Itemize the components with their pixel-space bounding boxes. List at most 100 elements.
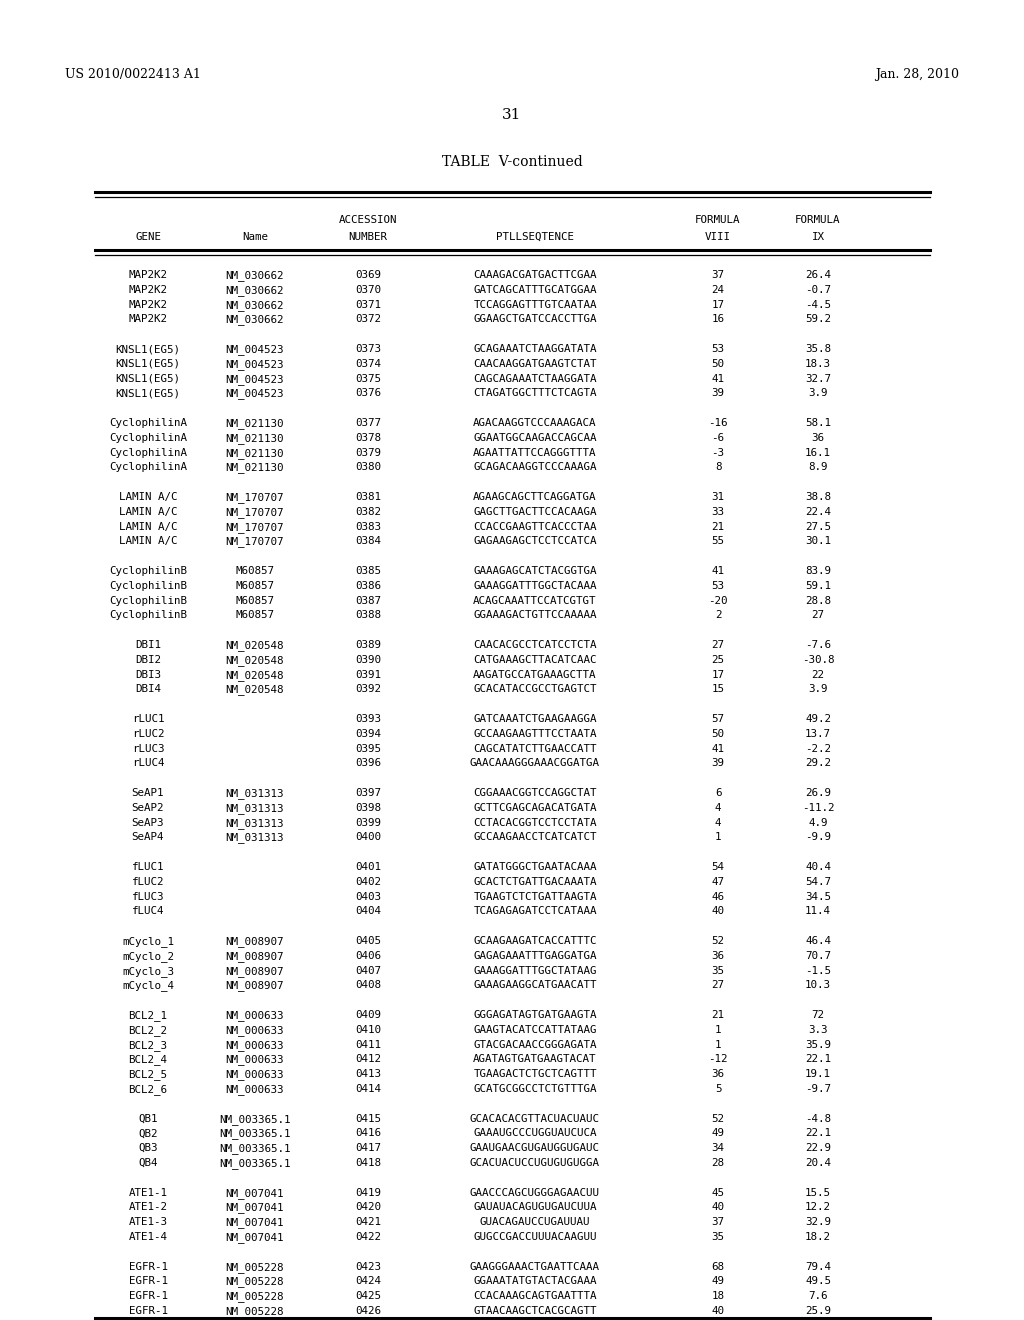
Text: mCyclo_4: mCyclo_4 bbox=[122, 981, 174, 991]
Text: 0388: 0388 bbox=[355, 610, 381, 620]
Text: 0422: 0422 bbox=[355, 1232, 381, 1242]
Text: 40: 40 bbox=[712, 1305, 725, 1316]
Text: CGGAAACGGTCCAGGCTAT: CGGAAACGGTCCAGGCTAT bbox=[473, 788, 597, 799]
Text: GAAGGGAAACTGAATTCAAA: GAAGGGAAACTGAATTCAAA bbox=[470, 1262, 600, 1271]
Text: 0386: 0386 bbox=[355, 581, 381, 591]
Text: 2: 2 bbox=[715, 610, 721, 620]
Text: -9.7: -9.7 bbox=[805, 1084, 831, 1094]
Text: KNSL1(EG5): KNSL1(EG5) bbox=[116, 388, 180, 399]
Text: 40.4: 40.4 bbox=[805, 862, 831, 873]
Text: QB4: QB4 bbox=[138, 1158, 158, 1168]
Text: GCACTCTGATTGACAAATA: GCACTCTGATTGACAAATA bbox=[473, 876, 597, 887]
Text: fLUC2: fLUC2 bbox=[132, 876, 164, 887]
Text: GAACAAAGGGAAACGGATGA: GAACAAAGGGAAACGGATGA bbox=[470, 759, 600, 768]
Text: M60857: M60857 bbox=[236, 566, 274, 576]
Text: CyclophilinA: CyclophilinA bbox=[109, 447, 187, 458]
Text: 25.9: 25.9 bbox=[805, 1305, 831, 1316]
Text: LAMIN A/C: LAMIN A/C bbox=[119, 492, 177, 502]
Text: NM_004523: NM_004523 bbox=[225, 345, 285, 355]
Text: CyclophilinB: CyclophilinB bbox=[109, 581, 187, 591]
Text: LAMIN A/C: LAMIN A/C bbox=[119, 507, 177, 517]
Text: 0377: 0377 bbox=[355, 418, 381, 428]
Text: NM_000633: NM_000633 bbox=[225, 1069, 285, 1080]
Text: CyclophilinB: CyclophilinB bbox=[109, 595, 187, 606]
Text: fLUC3: fLUC3 bbox=[132, 891, 164, 902]
Text: GAGAGAAATTTGAGGATGA: GAGAGAAATTTGAGGATGA bbox=[473, 950, 597, 961]
Text: 0379: 0379 bbox=[355, 447, 381, 458]
Text: -30.8: -30.8 bbox=[802, 655, 835, 665]
Text: 35.9: 35.9 bbox=[805, 1040, 831, 1049]
Text: 36: 36 bbox=[712, 950, 725, 961]
Text: 22.1: 22.1 bbox=[805, 1055, 831, 1064]
Text: EGFR-1: EGFR-1 bbox=[128, 1262, 168, 1271]
Text: 40: 40 bbox=[712, 1203, 725, 1212]
Text: M60857: M60857 bbox=[236, 610, 274, 620]
Text: 0395: 0395 bbox=[355, 743, 381, 754]
Text: 83.9: 83.9 bbox=[805, 566, 831, 576]
Text: rLUC4: rLUC4 bbox=[132, 759, 164, 768]
Text: 0412: 0412 bbox=[355, 1055, 381, 1064]
Text: ATE1-3: ATE1-3 bbox=[128, 1217, 168, 1228]
Text: 0419: 0419 bbox=[355, 1188, 381, 1197]
Text: SeAP2: SeAP2 bbox=[132, 803, 164, 813]
Text: KNSL1(EG5): KNSL1(EG5) bbox=[116, 345, 180, 354]
Text: AGACAAGGTCCCAAAGACA: AGACAAGGTCCCAAAGACA bbox=[473, 418, 597, 428]
Text: 0371: 0371 bbox=[355, 300, 381, 310]
Text: mCyclo_1: mCyclo_1 bbox=[122, 936, 174, 946]
Text: BCL2_2: BCL2_2 bbox=[128, 1024, 168, 1036]
Text: NM_008907: NM_008907 bbox=[225, 936, 285, 946]
Text: GGAAGCTGATCCACCTTGA: GGAAGCTGATCCACCTTGA bbox=[473, 314, 597, 325]
Text: CAGCAGAAATCTAAGGATA: CAGCAGAAATCTAAGGATA bbox=[473, 374, 597, 384]
Text: GUACAGAUCCUGAUUAU: GUACAGAUCCUGAUUAU bbox=[480, 1217, 590, 1228]
Text: GAAAGAGCATCTACGGTGA: GAAAGAGCATCTACGGTGA bbox=[473, 566, 597, 576]
Text: 17: 17 bbox=[712, 300, 725, 310]
Text: 72: 72 bbox=[811, 1010, 824, 1020]
Text: 15.5: 15.5 bbox=[805, 1188, 831, 1197]
Text: 27: 27 bbox=[712, 640, 725, 649]
Text: 39: 39 bbox=[712, 759, 725, 768]
Text: 0404: 0404 bbox=[355, 907, 381, 916]
Text: 0369: 0369 bbox=[355, 271, 381, 280]
Text: FORMULA: FORMULA bbox=[695, 215, 740, 224]
Text: GAGAAGAGCTCCTCCATCA: GAGAAGAGCTCCTCCATCA bbox=[473, 536, 597, 546]
Text: 41: 41 bbox=[712, 374, 725, 384]
Text: 4: 4 bbox=[715, 817, 721, 828]
Text: -11.2: -11.2 bbox=[802, 803, 835, 813]
Text: 4: 4 bbox=[715, 803, 721, 813]
Text: NM_004523: NM_004523 bbox=[225, 359, 285, 370]
Text: EGFR-1: EGFR-1 bbox=[128, 1276, 168, 1287]
Text: NM_005228: NM_005228 bbox=[225, 1262, 285, 1272]
Text: 59.2: 59.2 bbox=[805, 314, 831, 325]
Text: SeAP4: SeAP4 bbox=[132, 833, 164, 842]
Text: 47: 47 bbox=[712, 876, 725, 887]
Text: 68: 68 bbox=[712, 1262, 725, 1271]
Text: NM_005228: NM_005228 bbox=[225, 1291, 285, 1302]
Text: TCCAGGAGTTTGTCAATAA: TCCAGGAGTTTGTCAATAA bbox=[473, 300, 597, 310]
Text: 28: 28 bbox=[712, 1158, 725, 1168]
Text: NM_005228: NM_005228 bbox=[225, 1305, 285, 1317]
Text: 0416: 0416 bbox=[355, 1129, 381, 1138]
Text: BCL2_3: BCL2_3 bbox=[128, 1040, 168, 1051]
Text: BCL2_6: BCL2_6 bbox=[128, 1084, 168, 1094]
Text: GCACATACCGCCTGAGTCT: GCACATACCGCCTGAGTCT bbox=[473, 684, 597, 694]
Text: NM_000633: NM_000633 bbox=[225, 1084, 285, 1094]
Text: -12: -12 bbox=[709, 1055, 728, 1064]
Text: NM_020548: NM_020548 bbox=[225, 684, 285, 696]
Text: NM_020548: NM_020548 bbox=[225, 669, 285, 681]
Text: CTAGATGGCTTTCTCAGTA: CTAGATGGCTTTCTCAGTA bbox=[473, 388, 597, 399]
Text: 28.8: 28.8 bbox=[805, 595, 831, 606]
Text: 0406: 0406 bbox=[355, 950, 381, 961]
Text: 41: 41 bbox=[712, 566, 725, 576]
Text: 32.9: 32.9 bbox=[805, 1217, 831, 1228]
Text: FORMULA: FORMULA bbox=[796, 215, 841, 224]
Text: GCCAAGAAGTTTCCTAATA: GCCAAGAAGTTTCCTAATA bbox=[473, 729, 597, 739]
Text: NM_170707: NM_170707 bbox=[225, 492, 285, 503]
Text: 52: 52 bbox=[712, 1114, 725, 1123]
Text: fLUC4: fLUC4 bbox=[132, 907, 164, 916]
Text: NM_000633: NM_000633 bbox=[225, 1055, 285, 1065]
Text: 29.2: 29.2 bbox=[805, 759, 831, 768]
Text: 0417: 0417 bbox=[355, 1143, 381, 1154]
Text: 0370: 0370 bbox=[355, 285, 381, 294]
Text: 37: 37 bbox=[712, 1217, 725, 1228]
Text: 25: 25 bbox=[712, 655, 725, 665]
